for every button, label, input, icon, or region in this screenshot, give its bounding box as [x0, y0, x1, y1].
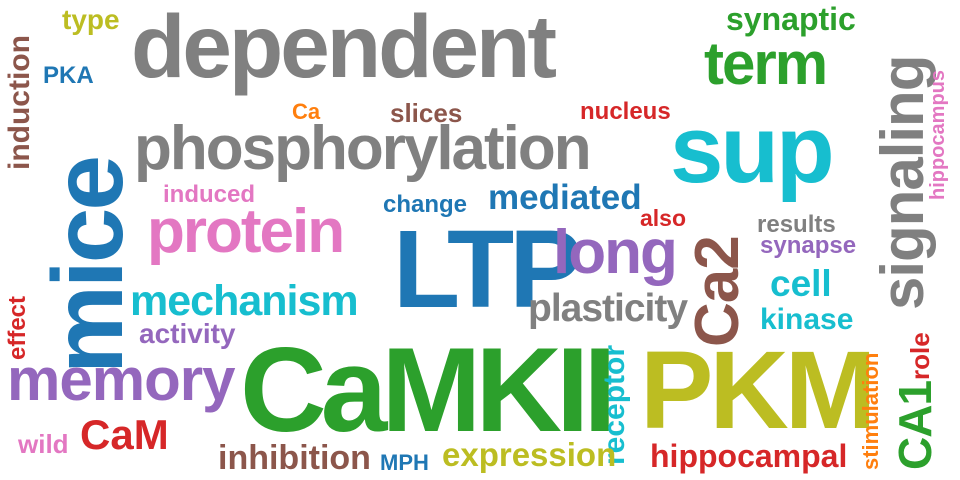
word-expression: expression: [442, 436, 617, 473]
word-induced: induced: [163, 181, 256, 208]
word-slices: slices: [390, 98, 463, 128]
word-MPH: MPH: [380, 450, 429, 475]
word-change: change: [383, 191, 468, 218]
word-mechanism: mechanism: [130, 277, 359, 325]
word-CaM: CaM: [80, 411, 169, 458]
word-memory: memory: [7, 346, 235, 413]
word-hippocampus: hippocampus: [927, 69, 949, 200]
word-LTP: LTP: [393, 208, 583, 331]
word-also: also: [640, 205, 687, 231]
word-CaMKII: CaMKII: [240, 323, 617, 457]
word-cell: cell: [770, 263, 832, 304]
word-inhibition: inhibition: [218, 439, 371, 477]
word-PKM: PKM: [640, 329, 876, 452]
word-CA1: CA1: [889, 380, 941, 470]
word-results: results: [757, 211, 836, 238]
word-PKA: PKA: [43, 62, 94, 89]
word-protein: protein: [147, 197, 345, 266]
word-mediated: mediated: [488, 178, 642, 217]
word-dependent: dependent: [131, 0, 557, 96]
word-stimulation: stimulation: [858, 352, 883, 470]
word-wild: wild: [18, 429, 69, 459]
word-phosphorylation: phosphorylation: [134, 114, 592, 183]
word-plasticity: plasticity: [528, 287, 688, 330]
word-synaptic: synaptic: [726, 1, 856, 37]
word-kinase: kinase: [760, 303, 854, 336]
word-mice: mice: [32, 158, 144, 374]
word-synapse: synapse: [760, 232, 857, 259]
word-activity: activity: [139, 318, 236, 349]
word-signaling: signaling: [869, 55, 936, 310]
word-type: type: [62, 4, 120, 35]
word-nucleus: nucleus: [580, 98, 671, 125]
word-effect: effect: [4, 295, 31, 360]
word-sup: sup: [670, 96, 835, 203]
word-induction: induction: [3, 35, 36, 170]
word-Ca: Ca: [292, 99, 321, 124]
word-long: long: [553, 218, 678, 287]
word-term: term: [704, 30, 828, 97]
word-Ca2: Ca2: [683, 236, 752, 347]
word-hippocampal: hippocampal: [650, 438, 848, 474]
word-role: role: [905, 332, 935, 380]
